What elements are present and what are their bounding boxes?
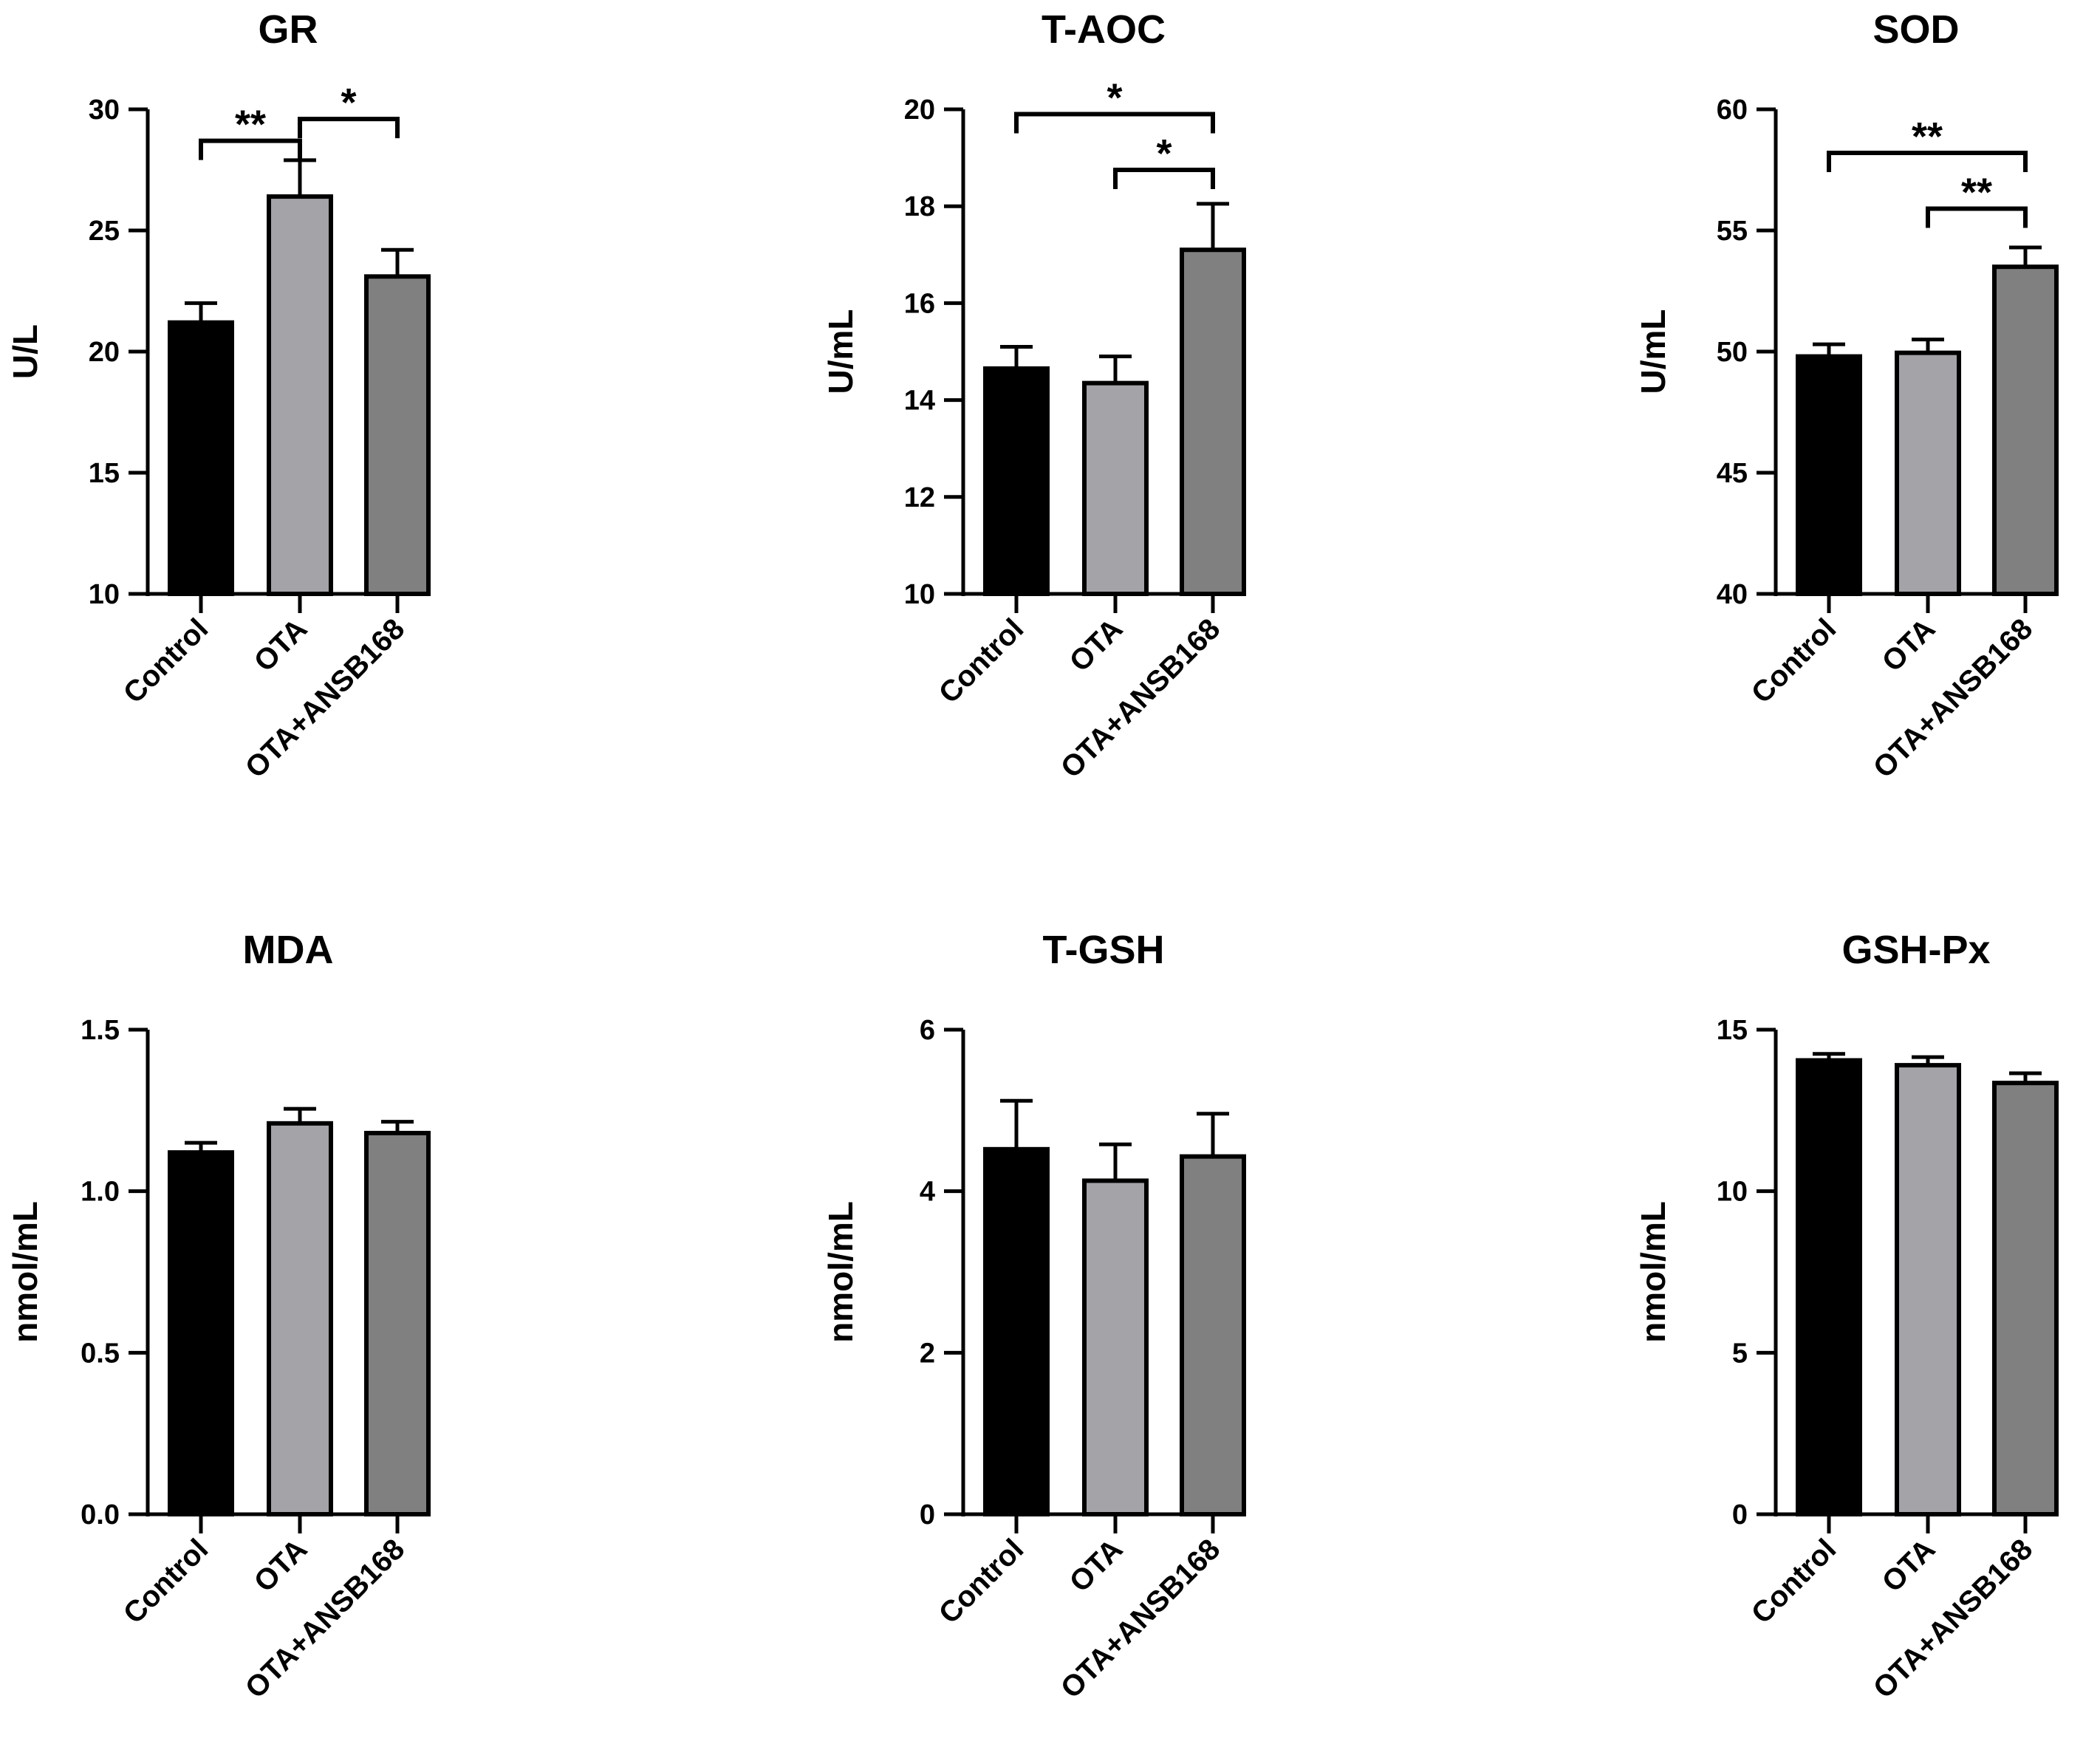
significance-label: ** bbox=[1961, 170, 1992, 214]
y-tick-label: 45 bbox=[1717, 458, 1748, 489]
y-tick-label: 60 bbox=[1717, 95, 1748, 126]
bar-ota bbox=[267, 1121, 333, 1516]
chart-title: T-AOC bbox=[1042, 7, 1166, 52]
bar-ota-ansb168 bbox=[1180, 1154, 1246, 1516]
y-tick-label: 16 bbox=[904, 288, 935, 319]
significance-label: ** bbox=[1912, 114, 1943, 159]
significance-bracket bbox=[1014, 112, 1215, 134]
chart-title: MDA bbox=[243, 928, 334, 972]
x-category-label: OTA bbox=[248, 1533, 314, 1598]
y-tick-label: 18 bbox=[904, 191, 935, 222]
chart-title: SOD bbox=[1872, 7, 1959, 52]
y-axis-label: nmol/mL bbox=[1634, 1201, 1672, 1343]
x-category-label: OTA bbox=[1876, 612, 1942, 678]
y-tick-label: 6 bbox=[920, 1015, 935, 1046]
y-tick-label: 12 bbox=[904, 482, 935, 513]
y-tick-label: 30 bbox=[89, 95, 120, 126]
y-tick-label: 0.0 bbox=[81, 1499, 120, 1530]
y-tick-label: 14 bbox=[904, 386, 935, 417]
y-tick-label: 10 bbox=[1717, 1177, 1748, 1208]
y-tick-label: 4 bbox=[920, 1177, 935, 1208]
x-category-label: Control bbox=[117, 612, 215, 710]
bar-control bbox=[1796, 1058, 1862, 1516]
y-tick-label: 1.5 bbox=[81, 1015, 120, 1046]
bar-control bbox=[168, 1150, 234, 1516]
chart-title: T-GSH bbox=[1042, 928, 1164, 972]
x-category-label: OTA bbox=[1064, 1533, 1129, 1598]
bar-ota-ansb168 bbox=[364, 1130, 431, 1516]
x-category-label: OTA bbox=[1064, 612, 1129, 678]
x-category-label: Control bbox=[117, 1533, 215, 1630]
x-category-label: Control bbox=[933, 1533, 1030, 1630]
significance-label: * bbox=[341, 81, 356, 125]
significance-bracket bbox=[1926, 206, 2028, 228]
bar-ota-ansb168 bbox=[1180, 247, 1246, 596]
y-tick-label: 15 bbox=[89, 458, 120, 489]
chart-title: GR bbox=[259, 7, 318, 52]
y-tick-label: 15 bbox=[1717, 1015, 1748, 1046]
bar-control bbox=[1796, 354, 1862, 596]
y-tick-label: 0 bbox=[1732, 1499, 1748, 1530]
significance-bracket bbox=[1827, 151, 2028, 173]
y-tick-label: 40 bbox=[1717, 579, 1748, 610]
y-tick-label: 0 bbox=[920, 1499, 935, 1530]
y-tick-label: 25 bbox=[89, 216, 120, 247]
bar-ota bbox=[1082, 380, 1149, 596]
bar-ota-ansb168 bbox=[1992, 1081, 2059, 1517]
y-tick-label: 0.5 bbox=[81, 1338, 120, 1369]
y-tick-label: 50 bbox=[1717, 337, 1748, 368]
x-category-label: OTA bbox=[1876, 1533, 1942, 1598]
bar-ota bbox=[1082, 1178, 1149, 1517]
bar-control bbox=[168, 320, 234, 596]
y-axis-label: U/mL bbox=[821, 309, 860, 394]
significance-bracket bbox=[298, 117, 400, 139]
y-tick-label: 55 bbox=[1717, 216, 1748, 247]
significance-label: * bbox=[1156, 131, 1172, 176]
x-category-label: Control bbox=[1745, 612, 1843, 710]
significance-bracket bbox=[199, 138, 302, 160]
bar-ota bbox=[1895, 350, 1961, 596]
y-tick-label: 1.0 bbox=[81, 1177, 120, 1208]
y-tick-label: 20 bbox=[89, 337, 120, 368]
chart-title: GSH-Px bbox=[1841, 928, 1990, 972]
x-category-label: Control bbox=[933, 612, 1030, 710]
y-tick-label: 10 bbox=[89, 579, 120, 610]
bar-ota bbox=[1895, 1063, 1961, 1516]
y-axis-label: U/mL bbox=[1634, 309, 1672, 394]
x-category-label: Control bbox=[1745, 1533, 1843, 1630]
bar-control bbox=[983, 366, 1050, 596]
bar-ota-ansb168 bbox=[1992, 264, 2059, 596]
significance-bracket bbox=[1113, 168, 1215, 189]
bar-ota bbox=[267, 194, 333, 596]
bar-control bbox=[983, 1146, 1050, 1517]
x-category-label: OTA bbox=[248, 612, 314, 678]
significance-label: ** bbox=[235, 103, 266, 147]
y-axis-label: U/L bbox=[6, 324, 44, 379]
y-tick-label: 20 bbox=[904, 95, 935, 126]
significance-label: * bbox=[1107, 76, 1122, 120]
y-axis-label: nmol/mL bbox=[821, 1201, 860, 1343]
y-axis-label: nmol/mL bbox=[6, 1201, 44, 1343]
bar-ota-ansb168 bbox=[364, 274, 431, 596]
y-tick-label: 10 bbox=[904, 579, 935, 610]
y-tick-label: 2 bbox=[920, 1338, 935, 1369]
y-tick-label: 5 bbox=[1732, 1338, 1748, 1369]
